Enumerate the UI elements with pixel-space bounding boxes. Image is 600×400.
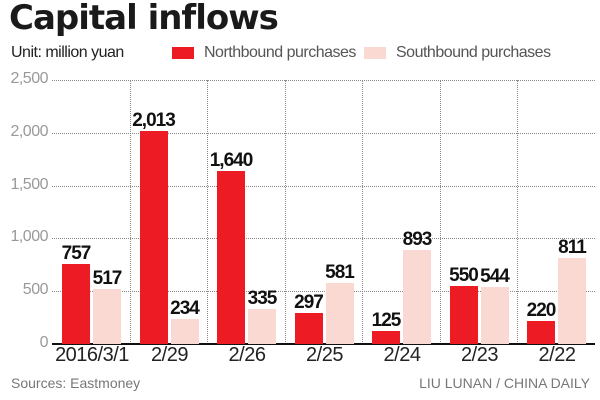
bar-northbound <box>62 264 90 344</box>
bar-southbound <box>403 249 431 344</box>
data-label: 811 <box>558 237 587 259</box>
credit-note: LIU LUNAN / CHINA DAILY <box>419 375 590 391</box>
data-label: 581 <box>325 261 355 283</box>
data-label: 550 <box>449 264 479 286</box>
gridline <box>52 132 595 134</box>
y-tick-label: 1,000 <box>10 228 48 246</box>
data-label: 220 <box>526 299 557 321</box>
bar-northbound <box>139 131 168 344</box>
bar-southbound <box>558 258 586 344</box>
legend-label-southbound: Southbound purchases <box>396 44 551 61</box>
data-label: 544 <box>480 265 510 287</box>
y-tick-label: 500 <box>22 281 49 299</box>
bar-southbound <box>170 319 199 344</box>
gridline <box>52 185 595 187</box>
bar-southbound <box>480 286 509 344</box>
bar-southbound <box>93 289 121 344</box>
vertical-gridline <box>207 80 208 344</box>
vertical-gridline <box>517 80 518 344</box>
data-label: 335 <box>247 287 278 309</box>
vertical-gridline <box>129 80 131 344</box>
x-tick-label: 2/26 <box>228 344 266 366</box>
y-tick-label: 1,500 <box>10 175 48 193</box>
y-tick-label: 2,000 <box>10 122 48 140</box>
bar-northbound <box>294 312 323 344</box>
data-label: 234 <box>170 298 200 320</box>
x-axis-baseline <box>52 343 595 345</box>
bar-northbound <box>217 170 245 344</box>
data-label: 893 <box>402 228 433 250</box>
data-label: 757 <box>61 243 92 265</box>
vertical-gridline <box>439 80 441 344</box>
legend-item-northbound: Northbound purchases <box>172 44 356 62</box>
y-tick-label: 2,500 <box>10 70 48 87</box>
source-note: Sources: Eastmoney <box>11 375 141 391</box>
vertical-gridline <box>284 80 286 344</box>
data-label: 2,013 <box>132 110 176 132</box>
gridline <box>52 291 595 293</box>
gridline <box>52 80 595 81</box>
x-tick-label: 2/23 <box>461 344 498 366</box>
legend-label-northbound: Northbound purchases <box>204 44 356 61</box>
x-tick-label: 2/22 <box>538 344 576 366</box>
unit-label: Unit: million yuan <box>11 44 124 61</box>
data-label: 125 <box>371 309 402 331</box>
gridline <box>52 238 595 240</box>
data-label: 1,640 <box>209 149 254 171</box>
bar-northbound <box>372 330 400 344</box>
y-tick-label: 0 <box>39 334 49 351</box>
bar-northbound <box>527 320 555 344</box>
data-label: 517 <box>92 268 123 290</box>
legend-swatch-northbound <box>172 47 194 59</box>
x-tick-label: 2016/3/1 <box>55 344 129 366</box>
x-tick-label: 2/24 <box>383 344 421 366</box>
bar-northbound <box>449 285 478 344</box>
data-label: 297 <box>294 291 324 313</box>
bar-southbound <box>325 282 354 344</box>
x-tick-label: 2/29 <box>151 344 188 366</box>
x-tick-label: 2/25 <box>306 344 343 366</box>
legend-item-southbound: Southbound purchases <box>364 44 551 62</box>
vertical-gridline <box>362 80 363 344</box>
chart-title: Capital inflows <box>9 0 279 38</box>
legend-swatch-southbound <box>364 47 386 59</box>
bar-southbound <box>248 308 276 344</box>
